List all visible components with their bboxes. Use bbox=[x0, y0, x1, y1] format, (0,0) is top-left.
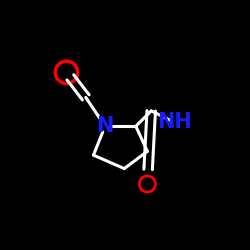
Text: N: N bbox=[96, 116, 114, 136]
Text: NH: NH bbox=[157, 112, 192, 132]
